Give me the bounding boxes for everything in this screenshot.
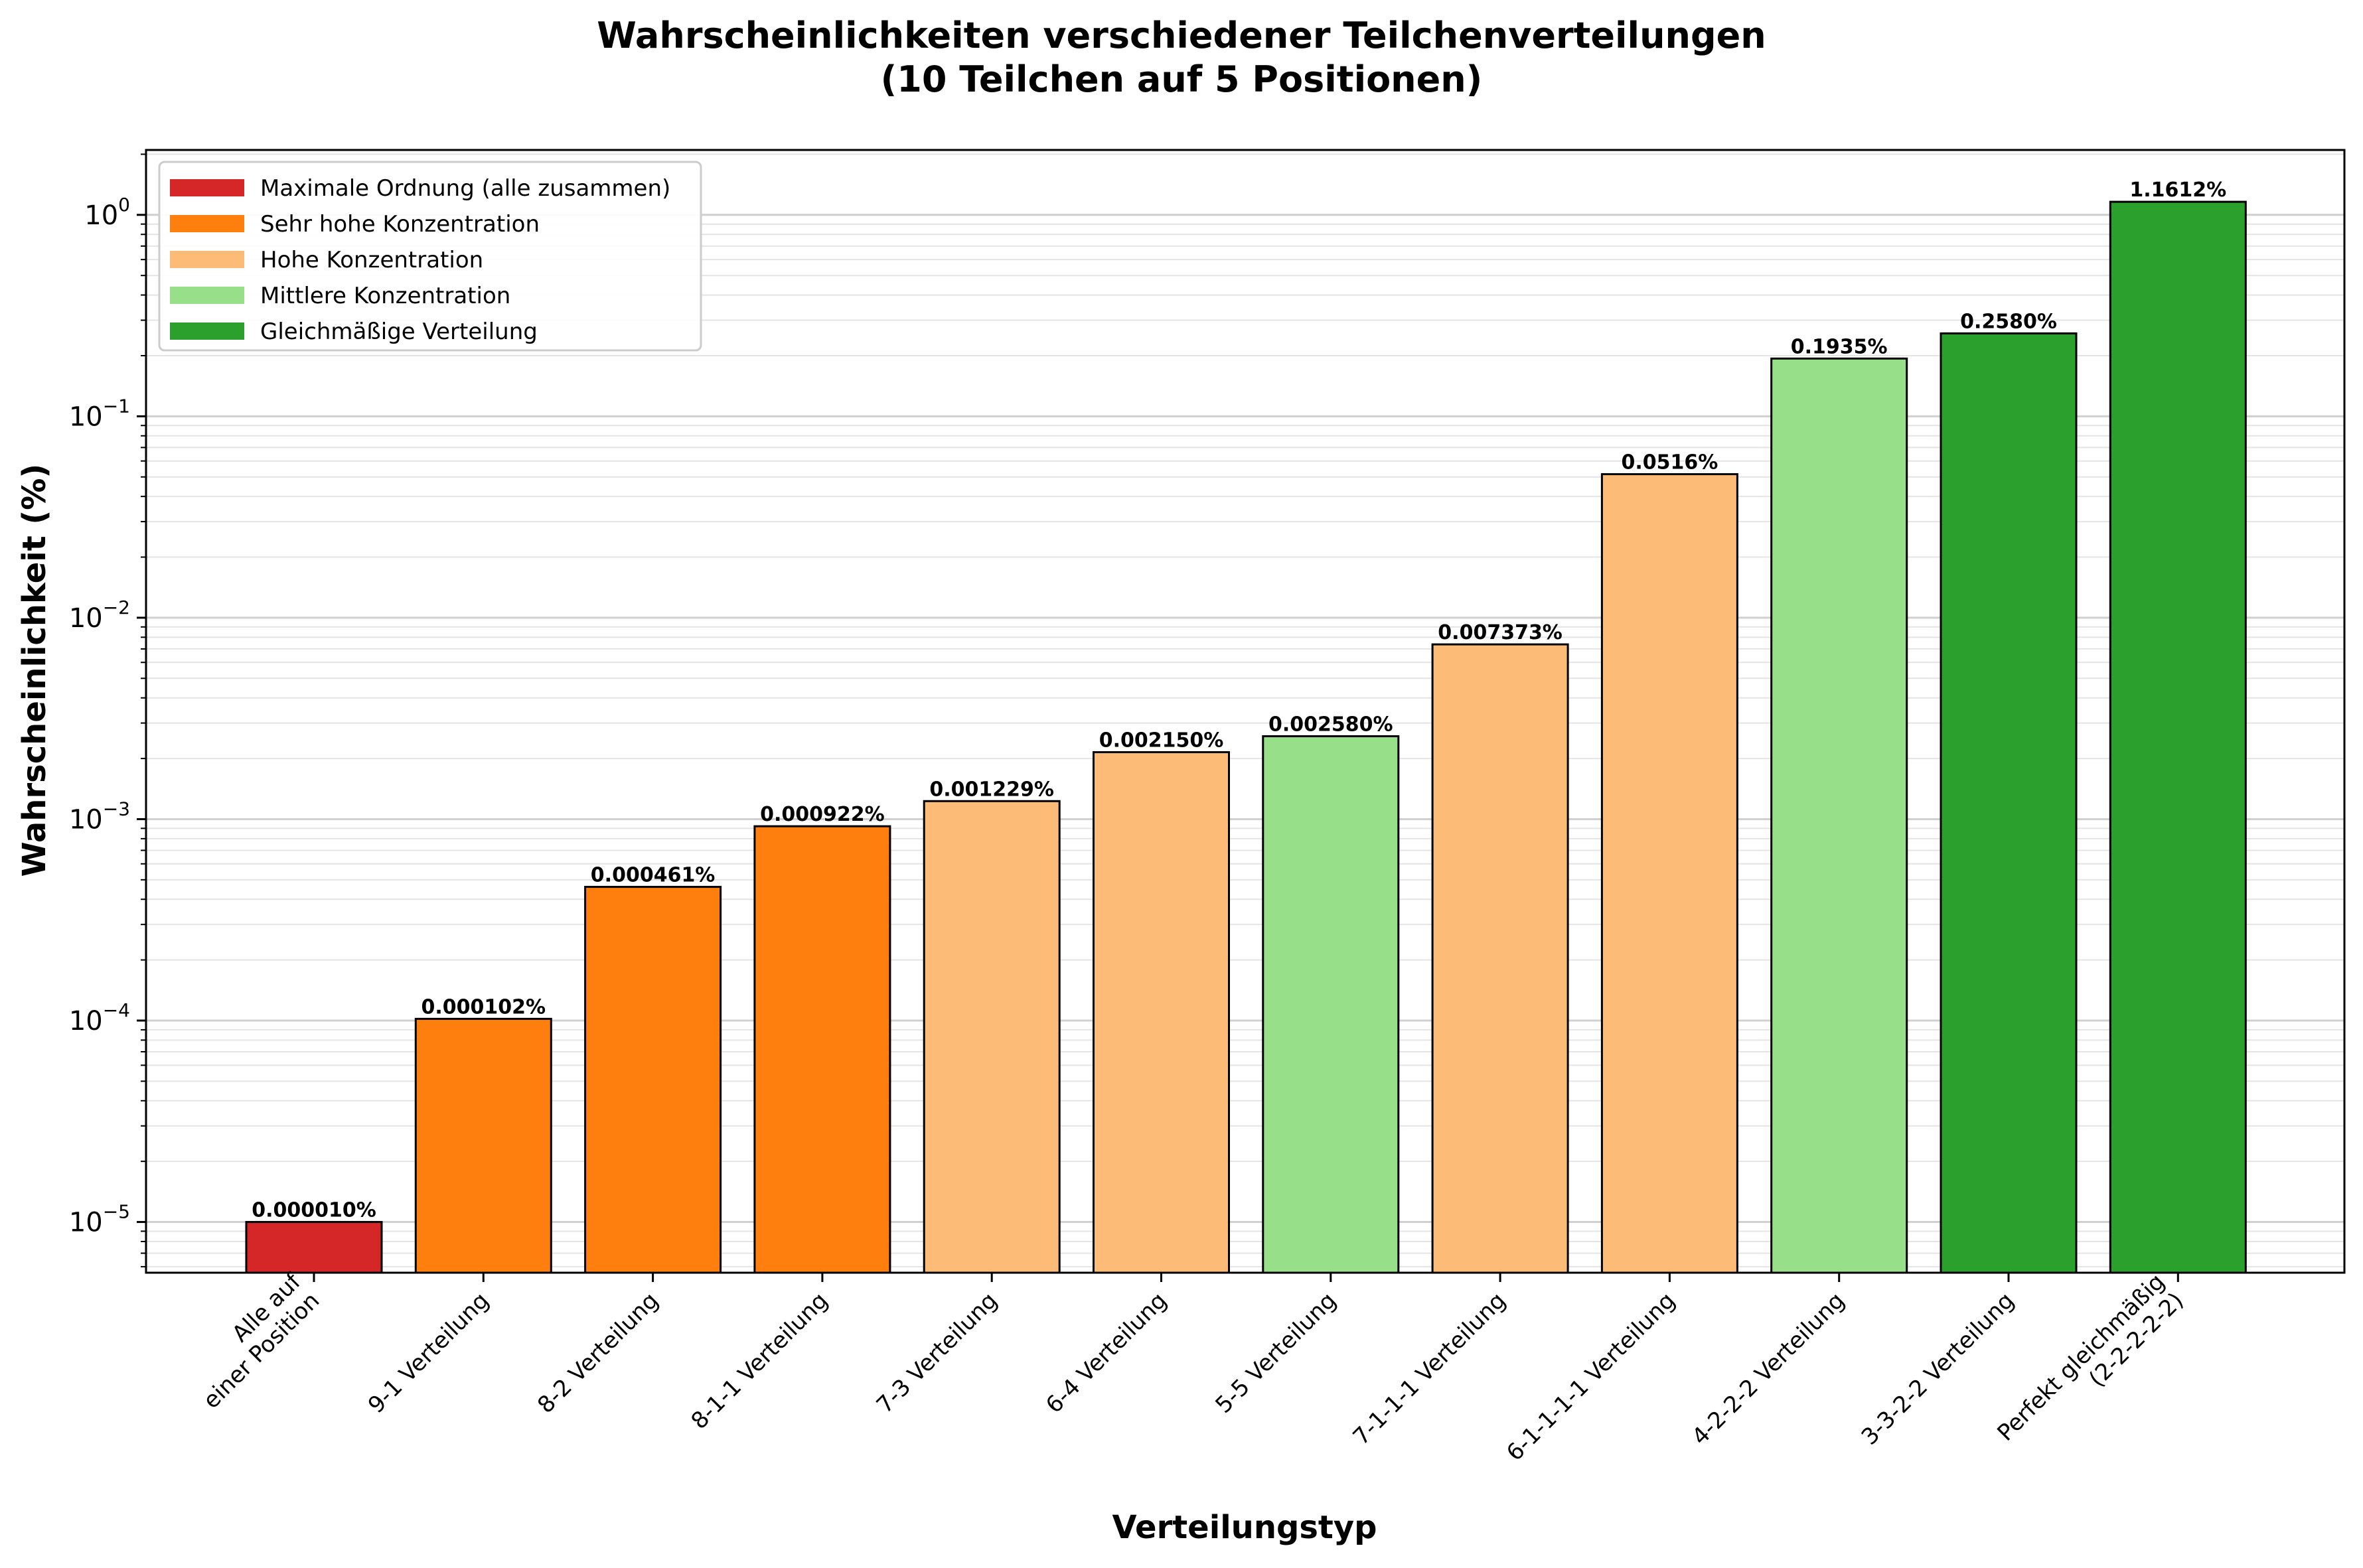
x-tick-label: 9-1 Verteilung bbox=[363, 1287, 495, 1419]
y-tick-base: 10 bbox=[69, 1208, 103, 1238]
y-tick-label: 10−1 bbox=[69, 395, 130, 432]
x-tick-label: 6-4 Verteilung bbox=[1041, 1287, 1172, 1419]
bar bbox=[923, 800, 1061, 1274]
y-tick-exponent: −1 bbox=[103, 395, 130, 417]
x-category-label: 8-2 Verteilung bbox=[532, 1287, 664, 1419]
y-tick-exponent: 0 bbox=[118, 194, 130, 216]
x-category-label: 6-4 Verteilung bbox=[1041, 1287, 1172, 1419]
bar bbox=[1770, 357, 1908, 1274]
y-tick-exponent: −4 bbox=[103, 999, 130, 1021]
bar-value-label: 0.002580% bbox=[1268, 713, 1393, 737]
y-tick-base: 10 bbox=[69, 401, 103, 432]
bar bbox=[1093, 751, 1230, 1274]
legend: Maximale Ordnung (alle zusammen) Sehr hoh… bbox=[158, 161, 702, 352]
plot-frame bbox=[145, 149, 2346, 1274]
y-tick-exponent: −2 bbox=[103, 597, 130, 618]
bar bbox=[414, 1017, 552, 1274]
bar bbox=[584, 886, 722, 1274]
bar bbox=[1940, 332, 2078, 1274]
chart-title-line-2: (10 Teilchen auf 5 Positionen) bbox=[881, 58, 1483, 100]
x-category-label: 9-1 Verteilung bbox=[363, 1287, 495, 1419]
bar bbox=[245, 1221, 383, 1274]
bars bbox=[245, 200, 2247, 1274]
bar bbox=[1262, 735, 1400, 1274]
bar bbox=[1431, 643, 1569, 1274]
y-tick-label: 10−4 bbox=[69, 999, 130, 1036]
x-category-label: 7-3 Verteilung bbox=[872, 1287, 1003, 1419]
legend-swatch bbox=[170, 179, 244, 196]
x-tick-label: 5-5 Verteilung bbox=[1210, 1287, 1341, 1419]
bar-value-label: 0.007373% bbox=[1438, 621, 1563, 644]
bar-value-label: 0.000461% bbox=[591, 864, 716, 887]
chart-title-line-1: Wahrscheinlichkeiten verschiedener Teilc… bbox=[597, 15, 1766, 56]
bar-value-label: 0.0516% bbox=[1621, 451, 1718, 474]
bar-value-label: 0.000102% bbox=[421, 995, 546, 1019]
legend-entry-label: Hohe Konzentration bbox=[260, 247, 483, 273]
legend-entry-label: Mittlere Konzentration bbox=[260, 283, 510, 309]
y-tick-base: 10 bbox=[69, 1006, 103, 1036]
y-tick-label: 10−3 bbox=[69, 798, 130, 835]
x-tick-label: 4-2-2-2 Verteilung bbox=[1687, 1287, 1850, 1451]
y-tick-exponent: −5 bbox=[103, 1201, 130, 1223]
bar-value-label: 0.2580% bbox=[1960, 310, 2057, 333]
x-tick-label: 7-3 Verteilung bbox=[872, 1287, 1003, 1419]
bar-value-label: 0.001229% bbox=[929, 778, 1054, 801]
x-category-label: 5-5 Verteilung bbox=[1210, 1287, 1341, 1419]
x-category-label: 8-1-1 Verteilung bbox=[686, 1287, 834, 1435]
y-tick-exponent: −3 bbox=[103, 798, 130, 820]
bar-value-label: 0.002150% bbox=[1099, 729, 1224, 752]
bar bbox=[2109, 200, 2247, 1274]
y-tick-base: 10 bbox=[84, 200, 118, 231]
x-axis-label: Verteilungstyp bbox=[1112, 1509, 1377, 1546]
legend-entry-label: Maximale Ordnung (alle zusammen) bbox=[260, 175, 670, 202]
x-tick-label: 6-1-1-1-1 Verteilung bbox=[1501, 1287, 1681, 1466]
y-tick-label: 100 bbox=[84, 194, 130, 231]
x-category-label: 4-2-2-2 Verteilung bbox=[1687, 1287, 1850, 1451]
bar-value-label: 0.000922% bbox=[760, 803, 885, 826]
bar-value-label: 0.000010% bbox=[252, 1199, 376, 1222]
x-tick-label: 8-2 Verteilung bbox=[532, 1287, 664, 1419]
y-axis-label: Wahrscheinlichkeit (%) bbox=[16, 464, 53, 877]
y-tick-base: 10 bbox=[69, 603, 103, 634]
legend-swatch bbox=[170, 251, 244, 268]
bar-value-label: 0.1935% bbox=[1791, 335, 1888, 358]
bar-value-label: 1.1612% bbox=[2129, 178, 2226, 202]
x-tick-label: 7-1-1-1 Verteilung bbox=[1348, 1287, 1511, 1451]
legend-swatch bbox=[170, 287, 244, 304]
bar bbox=[753, 825, 891, 1274]
x-category-label: Perfekt gleichmäßig(2-2-2-2-2) bbox=[1992, 1269, 2188, 1447]
legend-box bbox=[158, 161, 702, 352]
y-tick-label: 10−2 bbox=[69, 597, 130, 634]
legend-entry-label: Sehr hohe Konzentration bbox=[260, 211, 540, 238]
legend-swatch bbox=[170, 322, 244, 340]
y-tick-label: 10−5 bbox=[69, 1201, 130, 1238]
bar bbox=[1600, 473, 1738, 1274]
x-tick-label: 8-1-1 Verteilung bbox=[686, 1287, 834, 1435]
x-category-label: 6-1-1-1-1 Verteilung bbox=[1501, 1287, 1681, 1466]
y-tick-base: 10 bbox=[69, 804, 103, 835]
legend-entry-label: Gleichmäßige Verteilung bbox=[260, 319, 538, 345]
x-category-label: 7-1-1-1 Verteilung bbox=[1348, 1287, 1511, 1451]
x-tick-label: Perfekt gleichmäßig bbox=[1992, 1269, 2170, 1447]
data-labels: 0.000010% 0.000102% 0.000461% 0.000922% 0.00… bbox=[252, 178, 2226, 1222]
legend-swatch bbox=[170, 215, 244, 232]
